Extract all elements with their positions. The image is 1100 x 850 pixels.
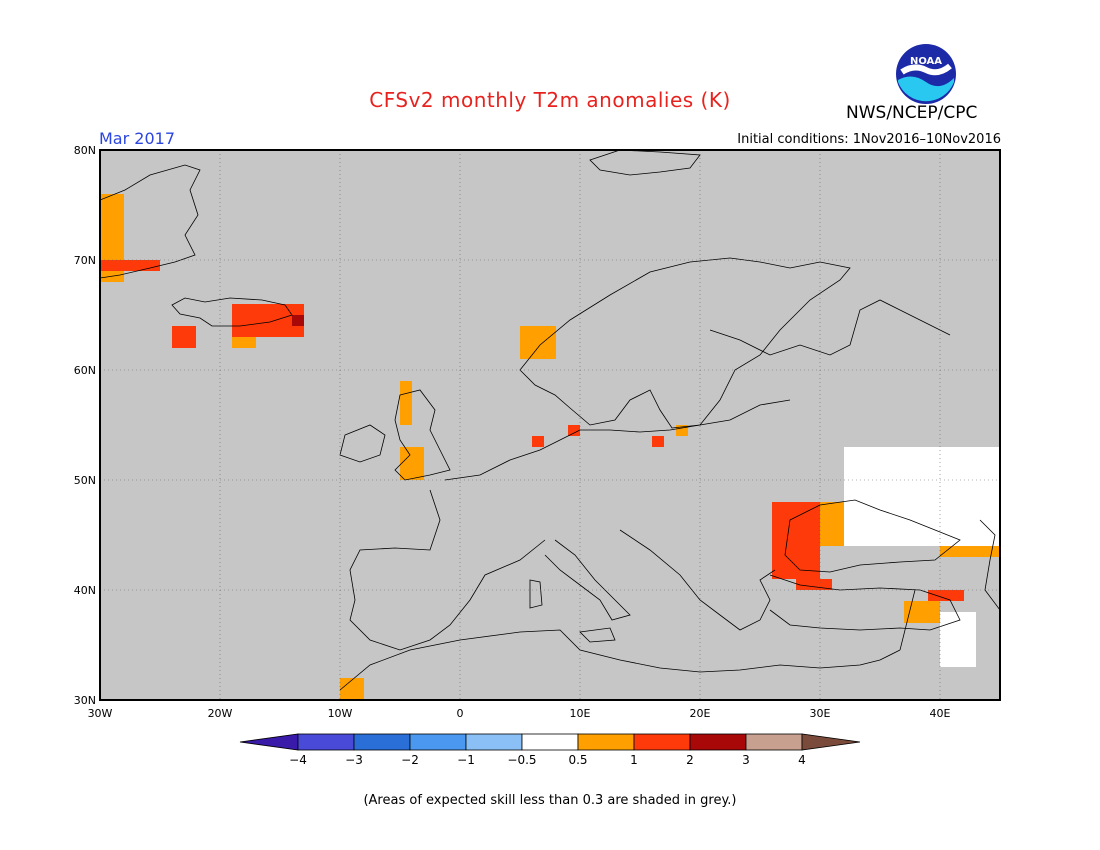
coastline-italy	[544, 539, 631, 621]
colorbar-swatch	[689, 733, 747, 751]
map-frame	[99, 149, 1001, 701]
anomaly-cell	[652, 436, 664, 447]
colorbar-swatch	[353, 733, 411, 751]
colorbar-label: −0.5	[507, 753, 536, 767]
footnote: (Areas of expected skill less than 0.3 a…	[363, 793, 737, 808]
anomaly-cell	[928, 590, 964, 601]
coastline-scandinavia	[519, 257, 851, 429]
anomaly-cell	[400, 381, 412, 425]
colorbar-label: 4	[798, 753, 806, 767]
anomaly-cell	[844, 447, 1000, 546]
colorbar-label: −3	[345, 753, 363, 767]
coastline-sardinia	[529, 579, 543, 609]
colorbar-label: 2	[686, 753, 694, 767]
lat-tick-label: 40N	[74, 584, 96, 597]
anomaly-cell	[232, 304, 304, 337]
colorbar-label: −1	[457, 753, 475, 767]
lon-tick-label: 30E	[810, 707, 831, 720]
anomaly-cell	[172, 326, 196, 348]
anomaly-cell	[772, 502, 820, 579]
colorbar-label: 0.5	[568, 753, 587, 767]
coastline-svalbard	[589, 150, 701, 176]
coastline-iberia	[349, 489, 546, 651]
anomaly-cell	[520, 326, 556, 359]
coastline-north-africa	[339, 629, 901, 691]
coastline-levant	[899, 589, 916, 651]
lon-tick-label: 10W	[328, 707, 353, 720]
coastline-caspian	[979, 519, 1000, 611]
coastline-britain	[394, 389, 451, 481]
lon-tick-label: 40E	[930, 707, 951, 720]
anomaly-cell	[568, 425, 580, 436]
coastline-sicily	[579, 627, 616, 643]
anomaly-cell	[904, 601, 940, 623]
anomaly-cell	[340, 678, 364, 700]
agency-label: NWS/NCEP/CPC	[846, 103, 978, 123]
colorbar-arrow-right	[801, 733, 861, 751]
colorbar-swatch	[521, 733, 579, 751]
anomaly-cell	[940, 612, 976, 667]
anomaly-cell	[100, 194, 124, 282]
lon-tick-label: 20W	[208, 707, 233, 720]
coastline-finland	[709, 299, 951, 356]
forecast-month: Mar 2017	[99, 129, 175, 148]
colorbar-swatch	[297, 733, 355, 751]
colorbar-arrow-left	[239, 733, 299, 751]
lat-tick-label: 50N	[74, 474, 96, 487]
colorbar-swatch	[409, 733, 467, 751]
lon-tick-label: 20E	[690, 707, 711, 720]
lat-tick-label: 60N	[74, 364, 96, 377]
colorbar-swatch	[577, 733, 635, 751]
colorbar-label: 3	[742, 753, 750, 767]
anomaly-cell	[100, 260, 160, 271]
map-background	[100, 150, 1000, 700]
initial-conditions: Initial conditions: 1Nov2016–10Nov2016	[737, 132, 1001, 147]
lat-tick-label: 30N	[74, 694, 96, 707]
coastline-balkans	[619, 529, 776, 631]
anomaly-cell	[820, 502, 856, 546]
lat-tick-label: 80N	[74, 144, 96, 157]
anomaly-cell	[940, 546, 1000, 557]
lat-tick-label: 70N	[74, 254, 96, 267]
colorbar: −4 −3 −2 −1 −0.5 0.5 1 2 3 4	[239, 733, 861, 767]
anomaly-cell	[532, 436, 544, 447]
coastline-iceland	[171, 297, 293, 327]
anomaly-cell	[796, 579, 832, 590]
coastline-black-sea	[784, 499, 961, 573]
colorbar-label: −2	[401, 753, 419, 767]
lon-tick-label: 30W	[88, 707, 113, 720]
lon-tick-label: 0	[457, 707, 464, 720]
colorbar-swatch	[745, 733, 803, 751]
anomaly-cell	[676, 425, 688, 436]
noaa-logo-text: NOAA	[910, 56, 942, 67]
coastline-anatolia	[769, 574, 961, 631]
coastline-greenland	[100, 164, 201, 279]
anomaly-cell	[232, 337, 256, 348]
coastline-ireland	[339, 424, 386, 463]
anomaly-cell	[292, 315, 304, 326]
colorbar-swatch	[633, 733, 691, 751]
noaa-logo: NOAA	[896, 44, 956, 104]
colorbar-label: 1	[630, 753, 638, 767]
coastline-europe-north	[444, 399, 791, 481]
anomaly-cell	[400, 447, 424, 480]
map-title: CFSv2 monthly T2m anomalies (K)	[369, 88, 731, 112]
colorbar-swatch	[465, 733, 523, 751]
lon-tick-label: 10E	[570, 707, 591, 720]
colorbar-label: −4	[289, 753, 307, 767]
